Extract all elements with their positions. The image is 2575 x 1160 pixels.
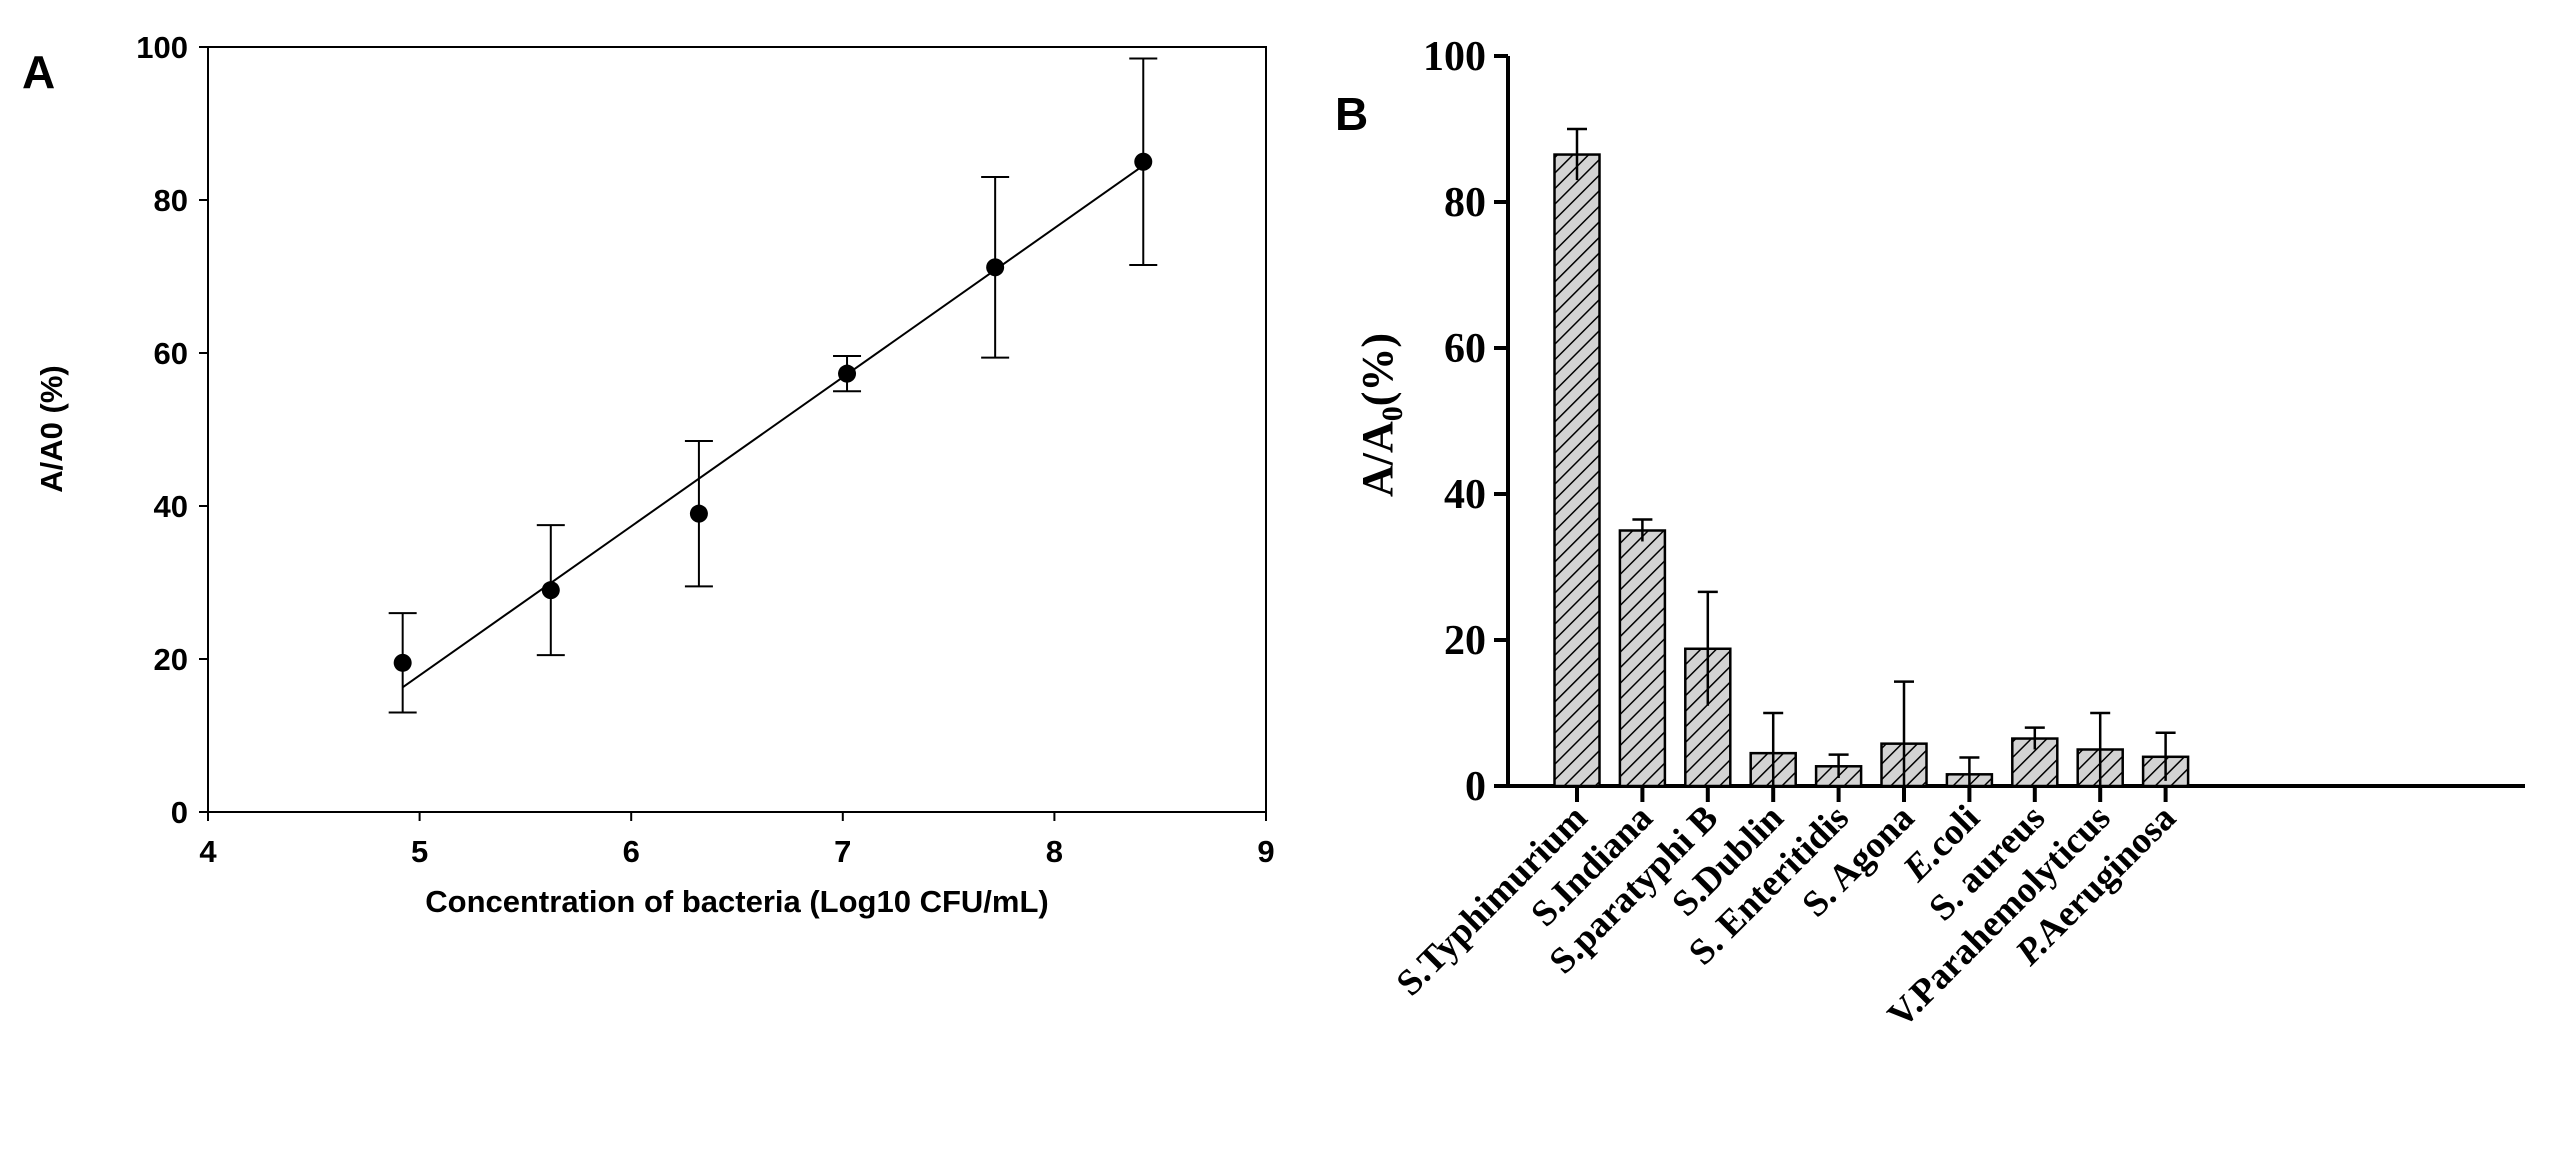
chart-a-x-tick-label: 6 bbox=[623, 834, 640, 869]
chart-a-x-tick-label: 5 bbox=[411, 834, 428, 869]
chart-b-bar bbox=[1618, 529, 1667, 788]
chart-a-x-tick-label: 7 bbox=[834, 834, 851, 869]
panel-a-label: A bbox=[22, 46, 55, 98]
chart-b-y-tick-label: 60 bbox=[1444, 326, 1486, 372]
chart-a-point bbox=[541, 581, 560, 600]
chart-a-x-tick-label: 4 bbox=[199, 834, 217, 869]
chart-b-y-label-tail: (%) bbox=[1353, 333, 1402, 406]
chart-a-point bbox=[986, 258, 1005, 277]
chart-a-y-tick-label: 60 bbox=[154, 336, 188, 371]
chart-a-y-tick-label: 20 bbox=[154, 642, 188, 677]
chart-a-point bbox=[689, 504, 708, 523]
chart-b-y-tick-label: 20 bbox=[1444, 618, 1486, 664]
chart-b-y-label-sub: 0 bbox=[1376, 406, 1409, 421]
chart-b-y-tick-label: 100 bbox=[1423, 34, 1486, 80]
chart-a-frame bbox=[207, 46, 1267, 813]
chart-a-y-tick-label: 40 bbox=[154, 489, 188, 524]
chart-b-bars bbox=[1553, 127, 2190, 788]
chart-b-y-label: A/A0(%) bbox=[1353, 333, 1409, 497]
chart-a-point bbox=[838, 364, 857, 383]
chart-a-x-axis: 4 5 6 7 8 9 bbox=[199, 812, 1275, 869]
chart-b-y-tick-label: 80 bbox=[1444, 180, 1486, 226]
chart-a-x-tick-label: 9 bbox=[1257, 834, 1274, 869]
chart-a-x-tick-label: 8 bbox=[1046, 834, 1063, 869]
chart-b-y-tick-label: 40 bbox=[1444, 472, 1486, 518]
chart-b-bar bbox=[1553, 153, 1601, 788]
chart-a-y-tick-label: 80 bbox=[154, 183, 188, 218]
chart-a-y-label: A/A0 (%) bbox=[34, 365, 69, 492]
chart-a-points bbox=[388, 57, 1158, 714]
chart-b: B 0 20 40 60 80 100 S.TyphimuriumS.IndianaS.p… bbox=[1335, 34, 2525, 1036]
chart-a-point bbox=[1134, 152, 1153, 171]
chart-a-y-axis: 0 20 40 60 80 100 bbox=[136, 30, 208, 830]
chart-a: A 0 20 40 60 80 100 4 5 6 7 8 9 Concentration of b… bbox=[22, 30, 1275, 919]
chart-b-y-tick-label: 0 bbox=[1465, 764, 1486, 810]
chart-b-y-axis: 0 20 40 60 80 100 bbox=[1423, 34, 1508, 810]
chart-a-point bbox=[393, 653, 412, 672]
chart-a-y-tick-label: 100 bbox=[136, 30, 188, 65]
panel-b-label: B bbox=[1335, 88, 1368, 140]
chart-b-y-label-main: A/A bbox=[1353, 421, 1402, 497]
chart-a-x-label: Concentration of bacteria (Log10 CFU/mL) bbox=[425, 884, 1048, 919]
chart-a-fit-line bbox=[402, 164, 1144, 689]
chart-a-y-tick-label: 0 bbox=[171, 795, 188, 830]
